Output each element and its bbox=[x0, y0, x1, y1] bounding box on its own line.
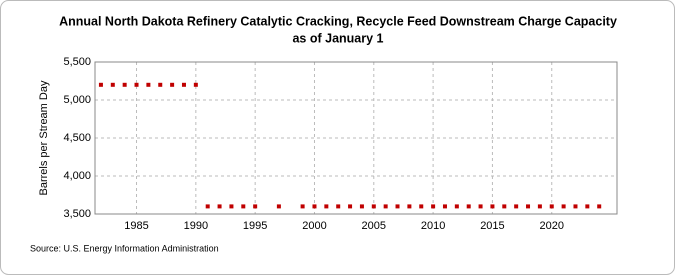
y-tick-label: 3,500 bbox=[63, 208, 91, 220]
point bbox=[276, 204, 281, 209]
x-tick-label: 1985 bbox=[124, 220, 148, 232]
point bbox=[502, 204, 507, 209]
point bbox=[573, 204, 578, 209]
x-tick-label: 2005 bbox=[362, 220, 386, 232]
y-tick-label: 5,000 bbox=[63, 94, 91, 106]
source: Source: U.S. Energy Information Administ… bbox=[30, 243, 219, 253]
x-tick-label: 1995 bbox=[243, 220, 267, 232]
point bbox=[110, 82, 115, 87]
x-tick-label: 2010 bbox=[421, 220, 445, 232]
point bbox=[181, 82, 186, 87]
x-tick-label: 2000 bbox=[302, 220, 326, 232]
point bbox=[407, 204, 412, 209]
y-tick-label: 5,500 bbox=[63, 56, 91, 68]
y-tick-label: 4,000 bbox=[63, 170, 91, 182]
point bbox=[253, 204, 258, 209]
point bbox=[526, 204, 531, 209]
point bbox=[359, 204, 364, 209]
point bbox=[312, 204, 317, 209]
point bbox=[146, 82, 151, 87]
point bbox=[597, 204, 602, 209]
point bbox=[348, 204, 353, 209]
point bbox=[170, 82, 175, 87]
point bbox=[395, 204, 400, 209]
point bbox=[336, 204, 341, 209]
x-tick-label: 2020 bbox=[540, 220, 564, 232]
point bbox=[122, 82, 127, 87]
point bbox=[549, 204, 554, 209]
point bbox=[193, 82, 198, 87]
point bbox=[454, 204, 459, 209]
point bbox=[324, 204, 329, 209]
x-tick-label: 2015 bbox=[480, 220, 504, 232]
point bbox=[241, 204, 246, 209]
point bbox=[134, 82, 139, 87]
x-tick-label: 1990 bbox=[184, 220, 208, 232]
point bbox=[585, 204, 590, 209]
plot-border bbox=[94, 61, 618, 215]
point bbox=[300, 204, 305, 209]
point bbox=[561, 204, 566, 209]
point bbox=[490, 204, 495, 209]
point bbox=[537, 204, 542, 209]
chart-title: Annual North Dakota Refinery Catalytic C… bbox=[59, 14, 617, 28]
chart-title: as of January 1 bbox=[292, 31, 383, 45]
point bbox=[229, 204, 234, 209]
point bbox=[478, 204, 483, 209]
point bbox=[383, 204, 388, 209]
y-tick-label: 4,500 bbox=[63, 132, 91, 144]
y-axis-label: Barrels per Stream Day bbox=[38, 80, 50, 195]
point bbox=[217, 204, 222, 209]
point bbox=[431, 204, 436, 209]
point bbox=[442, 204, 447, 209]
point bbox=[158, 82, 163, 87]
point bbox=[466, 204, 471, 209]
point bbox=[371, 204, 376, 209]
point bbox=[514, 204, 519, 209]
point bbox=[98, 82, 103, 87]
point bbox=[205, 204, 210, 209]
point bbox=[419, 204, 424, 209]
